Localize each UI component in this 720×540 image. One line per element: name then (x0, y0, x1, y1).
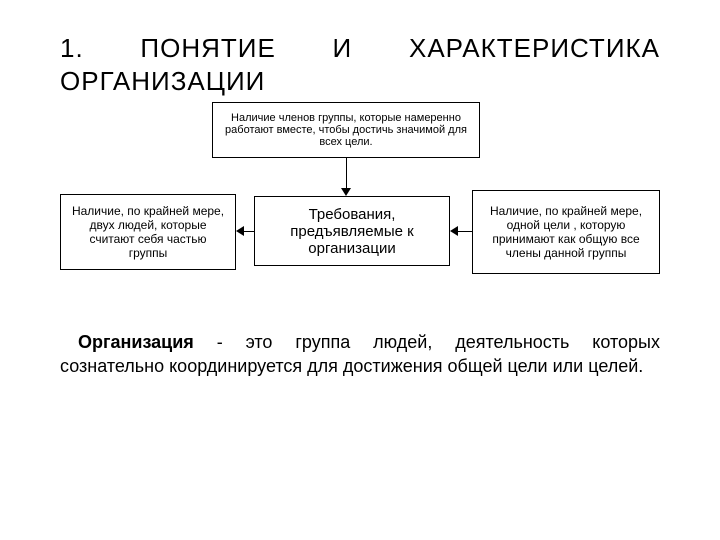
arrow-right-to-center (457, 231, 472, 232)
title-line-1: 1. ПОНЯТИЕ И ХАРАКТЕРИСТИКА (60, 32, 660, 65)
arrow-top-to-center-head (341, 188, 351, 196)
arrow-center-to-left (243, 231, 254, 232)
box-right-one-goal: Наличие, по крайней мере, одной цели , к… (472, 190, 660, 274)
box-left-text: Наличие, по крайней мере, двух людей, ко… (69, 204, 227, 260)
box-right-text: Наличие, по крайней мере, одной цели , к… (481, 204, 651, 260)
box-left-two-people: Наличие, по крайней мере, двух людей, ко… (60, 194, 236, 270)
slide: 1. ПОНЯТИЕ И ХАРАКТЕРИСТИКА ОРГАНИЗАЦИИ … (0, 0, 720, 540)
arrow-center-to-left-head (236, 226, 244, 236)
definition-text: Организация - это группа людей, деятельн… (60, 330, 660, 379)
title-line-2: ОРГАНИЗАЦИИ (60, 65, 660, 98)
box-center-text: Требования, предъявляемые к организации (263, 206, 441, 257)
definition-term: Организация (78, 332, 194, 352)
arrow-right-to-center-head (450, 226, 458, 236)
arrow-top-to-center (346, 158, 347, 189)
box-top-text: Наличие членов группы, которые намеренно… (221, 112, 471, 148)
box-center-requirements: Требования, предъявляемые к организации (254, 196, 450, 266)
page-title: 1. ПОНЯТИЕ И ХАРАКТЕРИСТИКА ОРГАНИЗАЦИИ (60, 32, 660, 97)
box-top-members: Наличие членов группы, которые намеренно… (212, 102, 480, 158)
